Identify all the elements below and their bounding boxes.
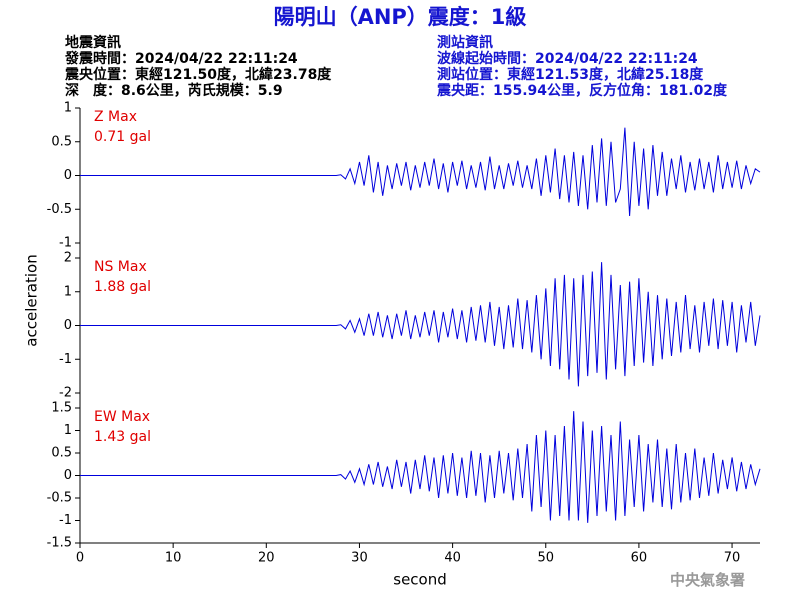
y-tick-label: 2 — [64, 251, 72, 266]
info-left: 深 度：8.6公里，芮氏規模：5.9 — [65, 82, 283, 99]
y-tick-label: -2 — [59, 386, 72, 401]
y-tick-label: -1 — [59, 236, 72, 251]
x-tick-label: 70 — [724, 551, 741, 566]
x-axis-label: second — [393, 571, 447, 589]
info-right: 測站資訊 — [437, 34, 493, 51]
x-tick-label: 10 — [165, 551, 182, 566]
panel-label: EW Max — [94, 409, 150, 425]
y-tick-label: -1.5 — [47, 536, 72, 551]
panel-label: Z Max — [94, 109, 137, 125]
credit: 中央氣象署 — [670, 571, 745, 589]
y-tick-label: 1 — [64, 101, 72, 116]
x-tick-label: 60 — [631, 551, 648, 566]
y-tick-label: 1 — [64, 423, 72, 438]
waveform — [80, 262, 761, 387]
panel-label: NS Max — [94, 259, 147, 275]
y-tick-label: 0 — [64, 318, 72, 333]
info-right: 波線起始時間：2024/04/22 22:11:24 — [437, 50, 698, 67]
info-left: 地震資訊 — [65, 34, 121, 51]
max-label: 1.43 gal — [94, 429, 151, 445]
x-tick-label: 30 — [351, 551, 368, 566]
y-tick-label: 1 — [64, 284, 72, 299]
y-tick-label: 0.5 — [51, 446, 72, 461]
y-axis-label: acceleration — [23, 254, 41, 346]
info-right: 測站位置：東經121.53度，北緯25.18度 — [437, 66, 704, 83]
x-tick-label: 40 — [444, 551, 461, 566]
x-tick-label: 0 — [76, 551, 84, 566]
x-tick-label: 20 — [258, 551, 275, 566]
x-tick-label: 50 — [537, 551, 554, 566]
title: 陽明山（ANP）震度：1級 — [274, 5, 527, 29]
y-tick-label: 0 — [64, 168, 72, 183]
y-tick-label: -0.5 — [47, 202, 72, 217]
info-left: 發震時間：2024/04/22 22:11:24 — [64, 50, 298, 67]
y-tick-label: -1 — [59, 352, 72, 367]
info-right: 震央距：155.94公里，反方位角：181.02度 — [436, 82, 728, 99]
waveform — [80, 411, 761, 523]
y-tick-label: 0 — [64, 468, 72, 483]
y-tick-label: -1 — [59, 513, 72, 528]
y-tick-label: 1.5 — [51, 401, 72, 416]
waveform — [80, 127, 761, 217]
y-tick-label: 0.5 — [51, 134, 72, 149]
max-label: 1.88 gal — [94, 279, 151, 295]
max-label: 0.71 gal — [94, 129, 151, 145]
y-tick-label: -0.5 — [47, 491, 72, 506]
info-left: 震央位置：東經121.50度，北緯23.78度 — [64, 66, 332, 83]
